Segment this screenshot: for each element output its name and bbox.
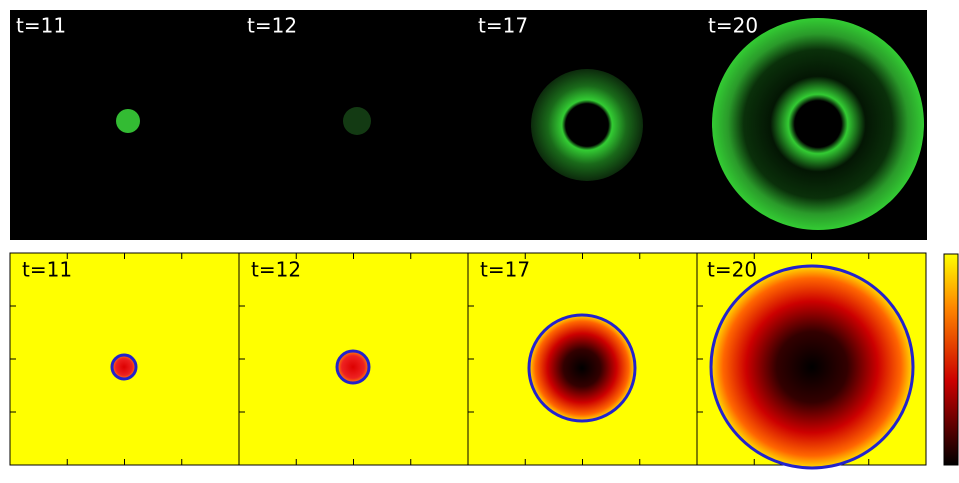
colony — [116, 109, 140, 133]
front-circle — [711, 266, 913, 468]
panel-label: t=12 — [247, 14, 297, 38]
colorbar — [944, 254, 958, 465]
panel-label: t=11 — [22, 258, 72, 282]
colony — [531, 69, 643, 181]
figure: t=11 t=12 t=17 t=20 t=11 t=12 t=17 t=20 — [0, 0, 959, 479]
panel-label: t=17 — [478, 14, 528, 38]
front-circle — [529, 315, 635, 421]
colony — [712, 18, 924, 230]
panel-label: t=20 — [708, 14, 758, 38]
panel-label: t=20 — [707, 258, 757, 282]
panel-label: t=12 — [251, 258, 301, 282]
front-circle — [112, 355, 136, 379]
front-circle — [337, 351, 369, 383]
colony — [343, 107, 371, 135]
panel-label: t=17 — [480, 258, 530, 282]
panel-label: t=11 — [16, 14, 66, 38]
